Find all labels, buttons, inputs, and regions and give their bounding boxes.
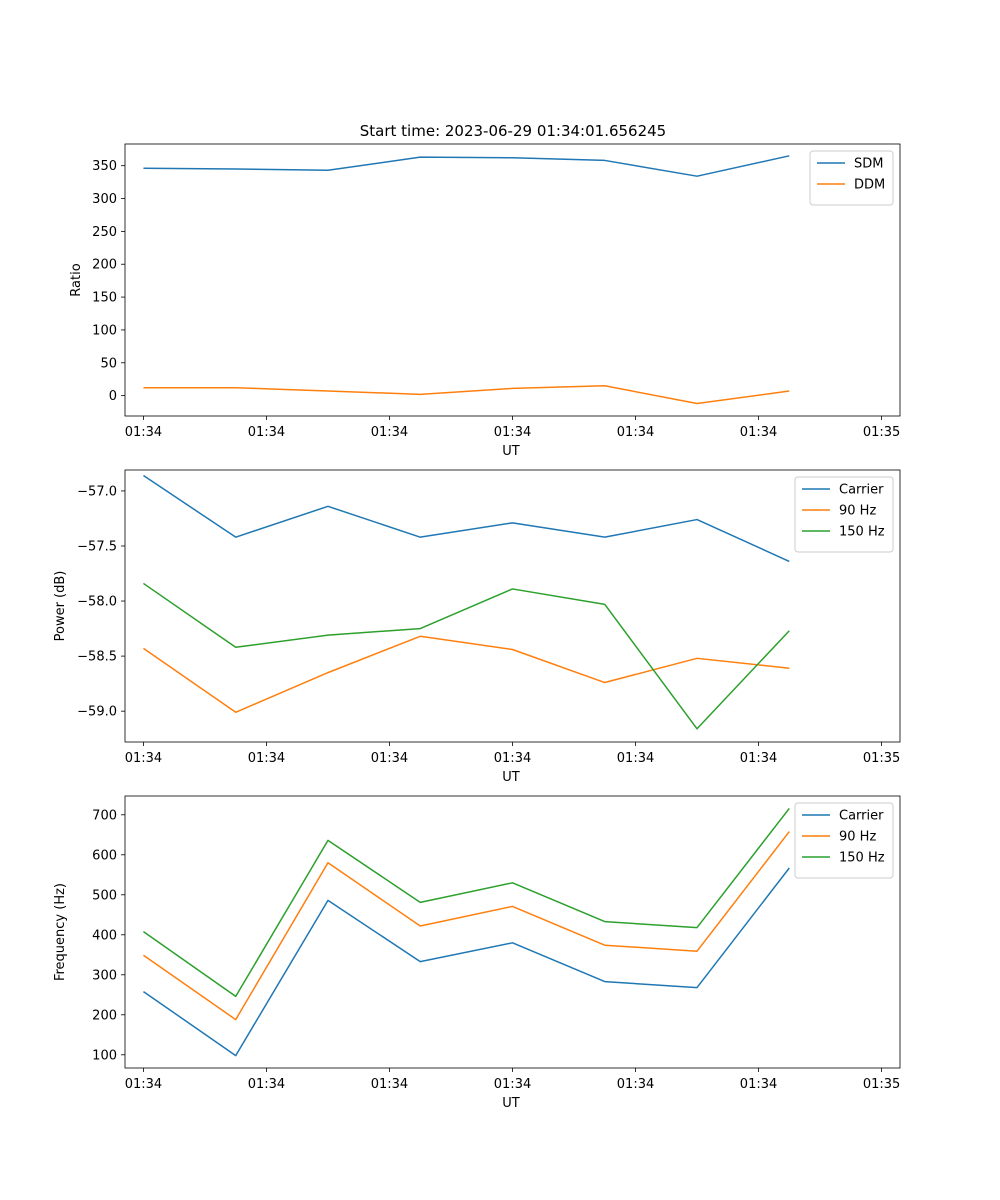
- legend-box: [794, 802, 894, 879]
- y-tick-label: 150: [92, 291, 117, 306]
- y-tick-label: −58.0: [77, 595, 117, 610]
- y-axis-label: Ratio: [69, 263, 84, 296]
- y-tick-label: 100: [92, 323, 117, 338]
- y-tick-label: 400: [92, 928, 117, 943]
- legend-label: Carrier: [839, 483, 884, 498]
- y-tick-label: 200: [92, 258, 117, 273]
- y-axis-label: Power (dB): [53, 571, 68, 642]
- legend-label: 90 Hz: [839, 504, 876, 519]
- power-chart-panel: 01:34 01:34 01:34 01:34 01:34 01:34 01:35 −57.0…: [53, 469, 901, 785]
- x-tick-label: 01:35: [863, 751, 900, 766]
- y-tick-label: 700: [92, 808, 117, 823]
- x-tick-label: 01:34: [248, 1077, 285, 1092]
- series-line-sdm: [143, 155, 790, 177]
- series-line-carrier: [143, 867, 790, 1057]
- axes-frame: [124, 795, 901, 1069]
- legend-box: [794, 476, 894, 553]
- y-tick-label: 350: [92, 159, 117, 174]
- y-tick-label: 50: [100, 356, 117, 371]
- y-tick-label: −58.5: [77, 650, 117, 665]
- series-line-90-hz: [143, 831, 790, 1021]
- x-tick-label: 01:34: [494, 751, 531, 766]
- y-tick-label: 0: [109, 389, 117, 404]
- x-tick-label: 01:34: [248, 425, 285, 440]
- y-tick-label: 100: [92, 1048, 117, 1063]
- x-tick-label: 01:34: [125, 1077, 162, 1092]
- series-line-150-hz: [143, 582, 790, 730]
- legend-label: 150 Hz: [839, 851, 885, 866]
- legend-label: SDM: [854, 157, 883, 172]
- y-axis-label: Frequency (Hz): [53, 883, 68, 981]
- axes-frame: [124, 143, 901, 417]
- x-tick-label: 01:34: [248, 751, 285, 766]
- x-tick-label: 01:35: [863, 1077, 900, 1092]
- series-line-150-hz: [143, 807, 790, 998]
- x-tick-label: 01:34: [617, 751, 654, 766]
- x-axis-label: UT: [502, 1096, 520, 1111]
- figure-title: Start time: 2023-06-29 01:34:01.656245: [360, 122, 666, 140]
- series-line-90-hz: [143, 635, 790, 714]
- frequency-chart-panel: 01:34 01:34 01:34 01:34 01:34 01:34 01:35 100 20…: [53, 795, 901, 1111]
- y-tick-label: −57.0: [77, 484, 117, 499]
- series-line-ddm: [143, 385, 790, 405]
- legend-label: DDM: [854, 178, 885, 193]
- y-tick-label: −59.0: [77, 705, 117, 720]
- y-tick-label: 300: [92, 192, 117, 207]
- x-tick-label: 01:34: [371, 751, 408, 766]
- legend-label: 150 Hz: [839, 525, 885, 540]
- axes-frame: [124, 469, 901, 743]
- y-tick-label: 300: [92, 968, 117, 983]
- ratio-chart-panel: 01:34 01:34 01:34 01:34 01:34 01:34 01:35 0 50 10…: [69, 143, 901, 459]
- x-axis-label: UT: [502, 444, 520, 459]
- x-tick-label: 01:34: [371, 1077, 408, 1092]
- legend-label: Carrier: [839, 809, 884, 824]
- x-tick-label: 01:34: [125, 425, 162, 440]
- series-line-carrier: [143, 474, 790, 563]
- x-tick-label: 01:35: [863, 425, 900, 440]
- legend-label: 90 Hz: [839, 830, 876, 845]
- x-tick-label: 01:34: [617, 425, 654, 440]
- y-tick-label: −57.5: [77, 539, 117, 554]
- y-tick-label: 250: [92, 225, 117, 240]
- legend-box: [809, 150, 894, 206]
- x-tick-label: 01:34: [740, 751, 777, 766]
- x-tick-label: 01:34: [494, 1077, 531, 1092]
- x-tick-label: 01:34: [740, 425, 777, 440]
- x-axis-label: UT: [502, 770, 520, 785]
- y-tick-label: 600: [92, 848, 117, 863]
- x-tick-label: 01:34: [125, 751, 162, 766]
- y-tick-label: 500: [92, 888, 117, 903]
- y-tick-label: 200: [92, 1008, 117, 1023]
- x-tick-label: 01:34: [740, 1077, 777, 1092]
- x-tick-label: 01:34: [617, 1077, 654, 1092]
- x-tick-label: 01:34: [371, 425, 408, 440]
- x-tick-label: 01:34: [494, 425, 531, 440]
